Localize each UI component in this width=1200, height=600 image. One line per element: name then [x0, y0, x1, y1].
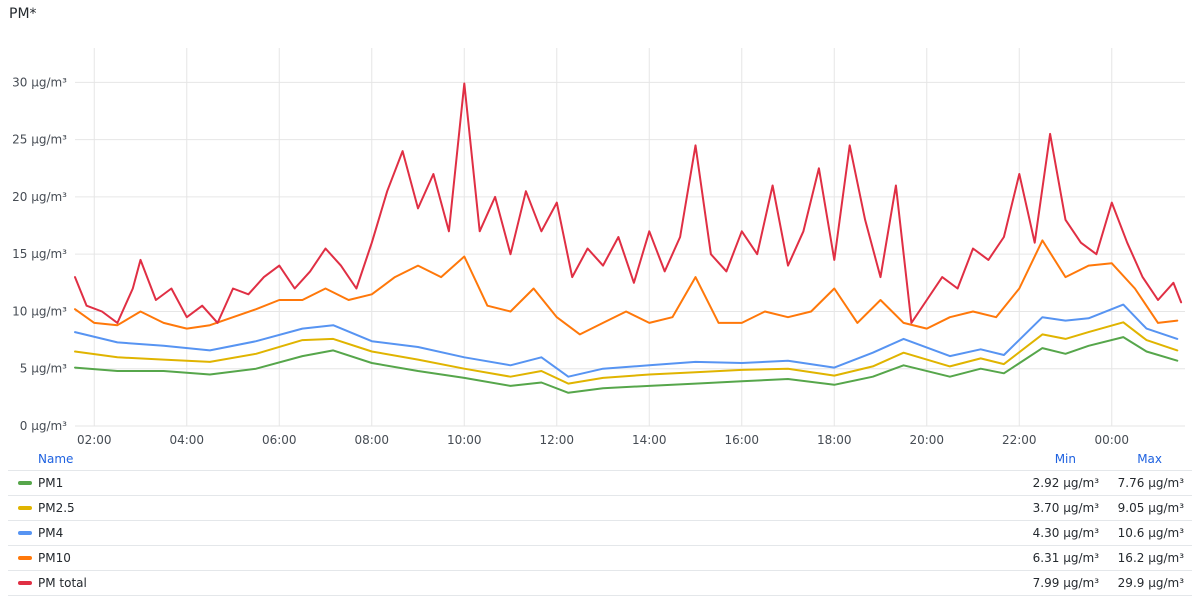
pm-line-chart: 0 µg/m³ 5 µg/m³ 10 µg/m³ 15 µg/m³ 20 µg/m³ 25…	[12, 48, 1185, 447]
y-tick-label: 20 µg/m³	[12, 190, 67, 204]
legend-series-name[interactable]: PM2.5	[38, 501, 75, 515]
x-tick-label: 12:00	[539, 433, 574, 447]
legend-max-value: 9.05 µg/m³	[1117, 501, 1184, 515]
legend-min-value: 7.99 µg/m³	[1032, 576, 1099, 590]
legend-header-max[interactable]: Max	[1137, 452, 1162, 466]
legend-row-pm10[interactable]: PM10 6.31 µg/m³ 16.2 µg/m³	[8, 546, 1192, 571]
legend-min-value: 2.92 µg/m³	[1032, 476, 1099, 490]
x-tick-label: 22:00	[1002, 433, 1037, 447]
legend-swatch	[18, 556, 32, 560]
y-tick-label: 15 µg/m³	[12, 247, 67, 261]
legend-min-value: 4.30 µg/m³	[1032, 526, 1099, 540]
x-tick-label: 04:00	[169, 433, 204, 447]
y-tick-label: 25 µg/m³	[12, 133, 67, 147]
y-tick-label: 10 µg/m³	[12, 304, 67, 318]
legend-series-name[interactable]: PM10	[38, 551, 71, 565]
x-tick-label: 02:00	[77, 433, 112, 447]
x-tick-label: 06:00	[262, 433, 297, 447]
legend-series-name[interactable]: PM1	[38, 476, 64, 490]
legend-min-value: 3.70 µg/m³	[1032, 501, 1099, 515]
legend-max-value: 7.76 µg/m³	[1117, 476, 1184, 490]
legend-row-pm1[interactable]: PM1 2.92 µg/m³ 7.76 µg/m³	[8, 471, 1192, 496]
legend-max-value: 29.9 µg/m³	[1117, 576, 1184, 590]
series-line-pm4	[74, 303, 1179, 378]
x-tick-label: 20:00	[909, 433, 944, 447]
legend-series-name[interactable]: PM total	[38, 576, 87, 590]
legend-header: Name Min Max	[8, 448, 1192, 471]
y-tick-label: 5 µg/m³	[20, 362, 67, 376]
legend-max-value: 10.6 µg/m³	[1117, 526, 1184, 540]
legend-max-value: 16.2 µg/m³	[1117, 551, 1184, 565]
series-line-pm1	[74, 336, 1179, 394]
x-tick-label: 10:00	[447, 433, 482, 447]
series-line-pm-total	[74, 82, 1183, 324]
x-tick-label: 14:00	[632, 433, 667, 447]
legend-series-name[interactable]: PM4	[38, 526, 64, 540]
legend-row-pm4[interactable]: PM4 4.30 µg/m³ 10.6 µg/m³	[8, 521, 1192, 546]
legend-header-min[interactable]: Min	[1054, 452, 1076, 466]
legend-swatch	[18, 531, 32, 535]
x-tick-label: 00:00	[1094, 433, 1129, 447]
legend-swatch	[18, 581, 32, 585]
panel-title: PM*	[9, 6, 37, 22]
legend-swatch	[18, 506, 32, 510]
y-tick-label: 0 µg/m³	[20, 419, 67, 433]
series-line-pm2-5	[74, 321, 1179, 385]
series-line-pm10	[74, 239, 1179, 336]
legend-row-pm2-5[interactable]: PM2.5 3.70 µg/m³ 9.05 µg/m³	[8, 496, 1192, 521]
legend-swatch	[18, 481, 32, 485]
legend-min-value: 6.31 µg/m³	[1032, 551, 1099, 565]
y-tick-label: 30 µg/m³	[12, 75, 67, 89]
x-tick-label: 16:00	[724, 433, 759, 447]
x-tick-label: 08:00	[354, 433, 389, 447]
legend-header-name[interactable]: Name	[38, 452, 74, 466]
legend-row-pm-total[interactable]: PM total 7.99 µg/m³ 29.9 µg/m³	[8, 571, 1192, 596]
x-tick-label: 18:00	[817, 433, 852, 447]
legend-table: Name Min Max PM1 2.92 µg/m³ 7.76 µg/m³ P…	[8, 448, 1192, 596]
